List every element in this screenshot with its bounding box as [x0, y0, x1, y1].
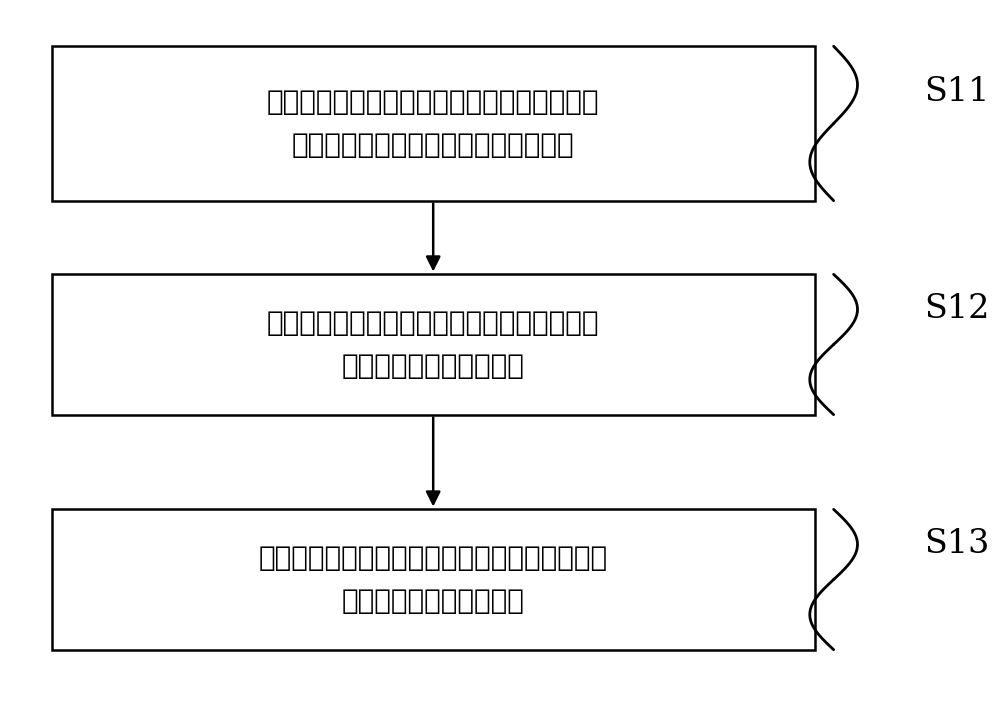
- Text: S11: S11: [924, 76, 990, 108]
- Text: 中，并将第一通信报文发送至被控设备: 中，并将第一通信报文发送至被控设备: [292, 131, 575, 158]
- FancyBboxPatch shape: [52, 274, 815, 415]
- Text: 标识返回的第二通信报文: 标识返回的第二通信报文: [342, 351, 525, 380]
- Text: 接收被控设备根据第一通信报文中的参数请求: 接收被控设备根据第一通信报文中的参数请求: [267, 310, 599, 337]
- Text: 始设置参数进行参数配置: 始设置参数进行参数配置: [342, 586, 525, 615]
- Text: S13: S13: [924, 528, 990, 560]
- FancyBboxPatch shape: [52, 46, 815, 201]
- Text: 将自定义的参数请求标识添加到第一通信报文: 将自定义的参数请求标识添加到第一通信报文: [267, 89, 599, 116]
- FancyBboxPatch shape: [52, 509, 815, 650]
- Text: S12: S12: [924, 293, 990, 325]
- Text: 解析第二通信报文，获取初始设置参数，根据初: 解析第二通信报文，获取初始设置参数，根据初: [259, 545, 608, 572]
